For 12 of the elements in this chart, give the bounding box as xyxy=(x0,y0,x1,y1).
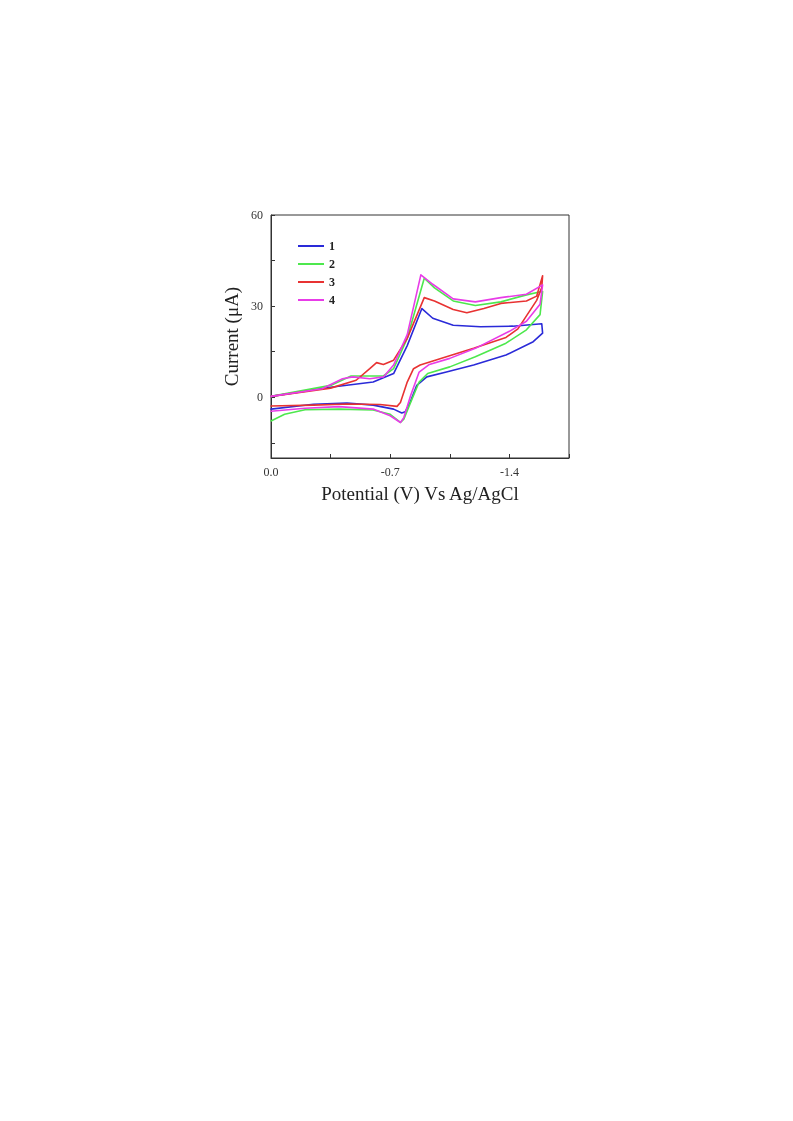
legend-label: 1 xyxy=(329,239,335,253)
x-tick-label: -1.4 xyxy=(499,465,519,479)
x-tick-label: 0.0 xyxy=(263,465,279,479)
legend-label: 2 xyxy=(329,257,335,271)
x-tick-label: -0.7 xyxy=(380,465,400,479)
legend-label: 3 xyxy=(329,275,335,289)
x-axis-title: Potential (V) Vs Ag/AgCl xyxy=(321,483,519,505)
y-tick-label: 30 xyxy=(251,299,263,314)
legend-label: 4 xyxy=(329,293,335,307)
y-axis-title: Current (μA) xyxy=(221,286,243,387)
y-tick-label: 0 xyxy=(257,390,263,405)
y-tick-label: 60 xyxy=(251,208,263,222)
